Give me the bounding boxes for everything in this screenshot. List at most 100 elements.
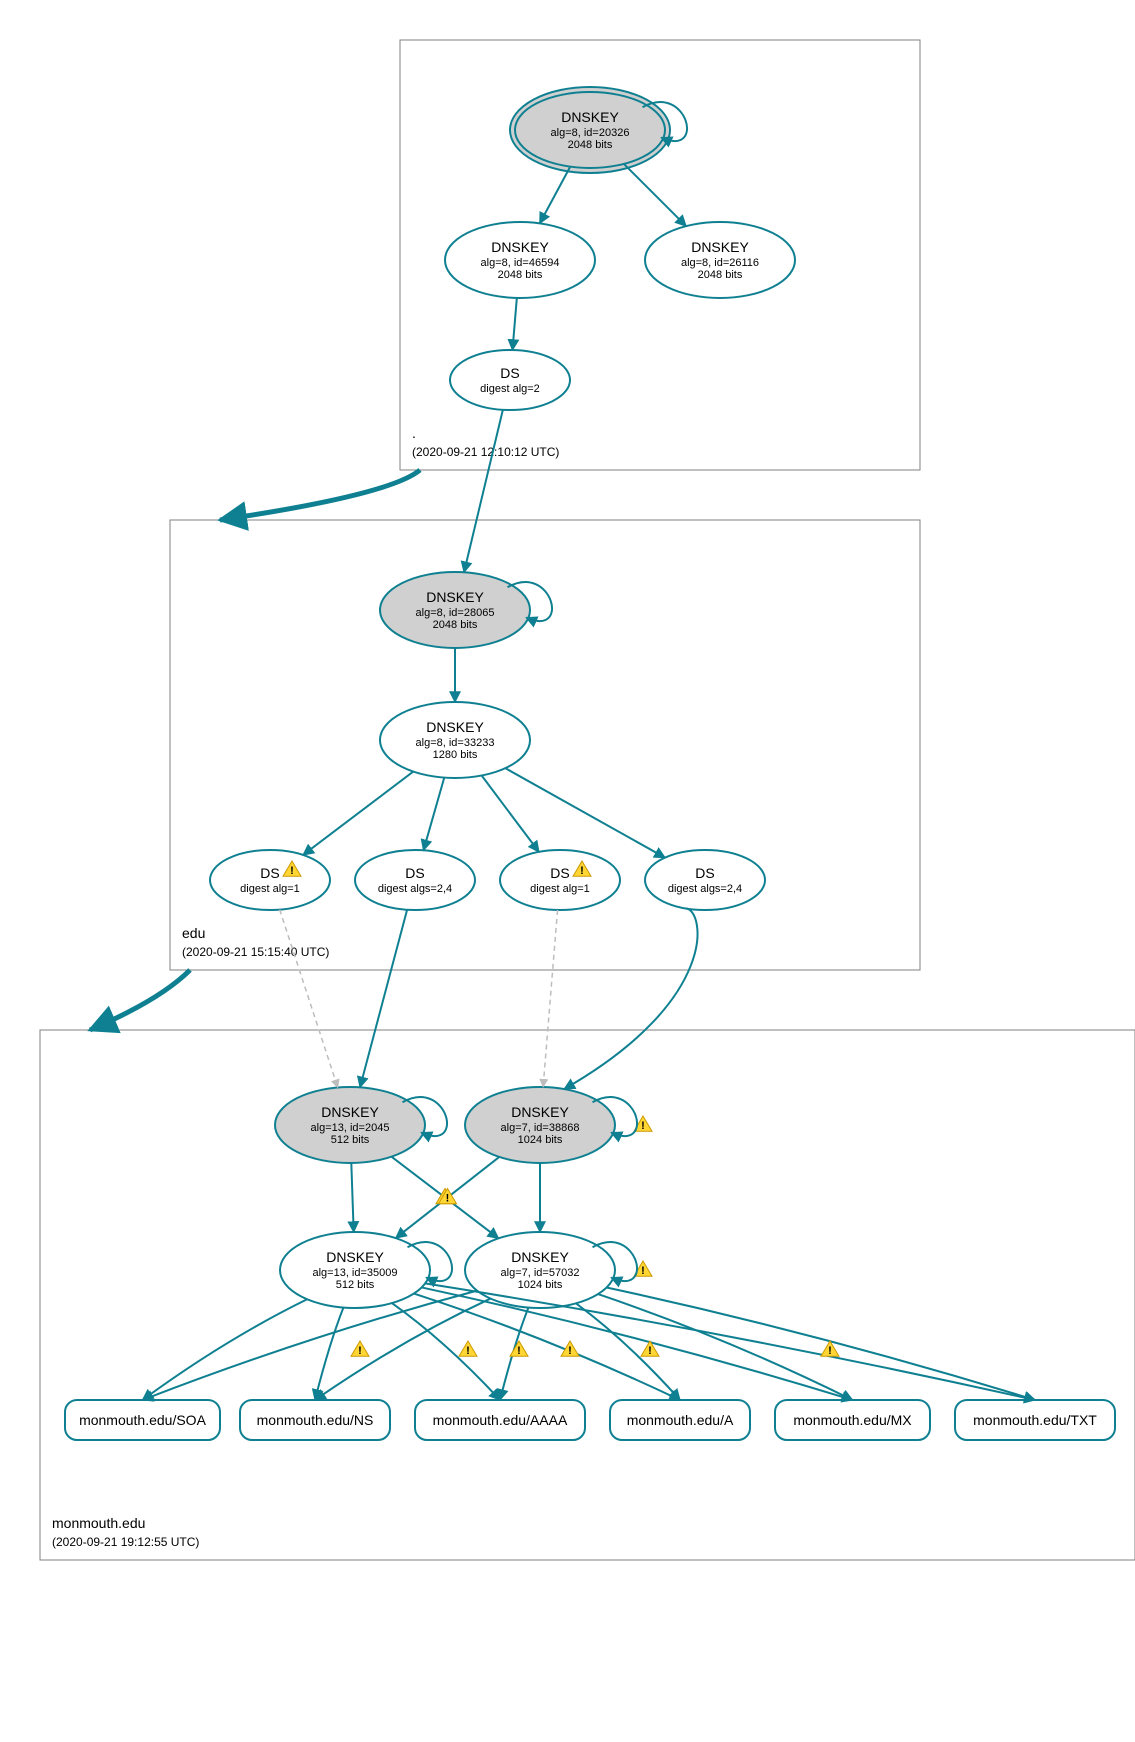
zone-connector: [90, 970, 190, 1030]
node-root_zsk1: DNSKEY alg=8, id=465942048 bits: [445, 222, 595, 298]
svg-text:512 bits: 512 bits: [336, 1279, 375, 1291]
edge: [423, 778, 444, 851]
node-root_ds: DS digest alg=2: [450, 350, 570, 410]
svg-text:1024 bits: 1024 bits: [518, 1134, 563, 1146]
svg-text:edu: edu: [182, 925, 205, 941]
svg-text:monmouth.edu: monmouth.edu: [52, 1515, 145, 1531]
svg-text:DNSKEY: DNSKEY: [511, 1104, 569, 1120]
svg-text:monmouth.edu/A: monmouth.edu/A: [627, 1412, 734, 1428]
edge: [543, 910, 557, 1087]
svg-text:alg=7, id=38868: alg=7, id=38868: [501, 1122, 580, 1134]
node-mon_ksk1: DNSKEY alg=13, id=2045512 bits: [275, 1087, 425, 1163]
edge-to-rr: [422, 1287, 853, 1400]
svg-text:monmouth.edu/AAAA: monmouth.edu/AAAA: [433, 1412, 568, 1428]
svg-text:DNSKEY: DNSKEY: [691, 239, 749, 255]
svg-text:DS: DS: [550, 865, 569, 881]
svg-text:DNSKEY: DNSKEY: [321, 1104, 379, 1120]
node-root_zsk2: DNSKEY alg=8, id=261162048 bits: [645, 222, 795, 298]
svg-text:!: !: [568, 1345, 572, 1357]
svg-text:2048 bits: 2048 bits: [433, 619, 478, 631]
edge: [482, 776, 539, 852]
svg-text:!: !: [580, 865, 584, 877]
svg-text:DNSKEY: DNSKEY: [511, 1249, 569, 1265]
svg-text:digest alg=2: digest alg=2: [480, 383, 540, 395]
svg-text:monmouth.edu/MX: monmouth.edu/MX: [793, 1412, 912, 1428]
svg-text:digest algs=2,4: digest algs=2,4: [668, 883, 742, 895]
svg-text:!: !: [517, 1345, 521, 1357]
node-edu_ds2: DS digest algs=2,4: [355, 850, 475, 910]
svg-text:!: !: [466, 1345, 470, 1357]
node-edu_ksk: DNSKEY alg=8, id=280652048 bits: [380, 572, 530, 648]
node-mon_ksk2: DNSKEY alg=7, id=388681024 bits!: [465, 1087, 652, 1163]
edge-to-rr: [607, 1287, 1035, 1400]
edge: [512, 298, 516, 350]
edge: [505, 768, 665, 857]
svg-text:alg=7, id=57032: alg=7, id=57032: [501, 1267, 580, 1279]
svg-text:!: !: [828, 1345, 832, 1357]
warning-icon: !: [510, 1341, 528, 1357]
svg-text:!: !: [648, 1345, 652, 1357]
edge: [303, 772, 413, 855]
svg-text:alg=13, id=35009: alg=13, id=35009: [312, 1267, 397, 1279]
svg-text:DS: DS: [405, 865, 424, 881]
edge: [280, 910, 338, 1088]
edge-to-rr: [598, 1294, 853, 1400]
node-edu_ds1: DS digest alg=1!: [210, 850, 330, 910]
rr-ns: monmouth.edu/NS: [240, 1400, 390, 1440]
edge: [464, 410, 503, 572]
svg-text:digest alg=1: digest alg=1: [240, 883, 300, 895]
node-edu_ds4: DS digest algs=2,4: [645, 850, 765, 910]
svg-text:!: !: [641, 1120, 645, 1132]
rr-aaaa: monmouth.edu/AAAA: [415, 1400, 585, 1440]
svg-text:monmouth.edu/NS: monmouth.edu/NS: [257, 1412, 374, 1428]
edge-to-rr: [315, 1308, 343, 1400]
svg-text:digest algs=2,4: digest algs=2,4: [378, 883, 452, 895]
svg-text:1280 bits: 1280 bits: [433, 749, 478, 761]
warning-icon: !: [351, 1341, 369, 1357]
node-edu_ds3: DS digest alg=1!: [500, 850, 620, 910]
zone-connector: [220, 470, 420, 520]
svg-text:DS: DS: [260, 865, 279, 881]
edge: [360, 910, 407, 1088]
rr-a: monmouth.edu/A: [610, 1400, 750, 1440]
svg-text:DS: DS: [695, 865, 714, 881]
svg-text:DS: DS: [500, 365, 519, 381]
svg-text:(2020-09-21 15:15:40 UTC): (2020-09-21 15:15:40 UTC): [182, 945, 329, 959]
svg-text:monmouth.edu/TXT: monmouth.edu/TXT: [973, 1412, 1097, 1428]
svg-text:(2020-09-21 12:10:12 UTC): (2020-09-21 12:10:12 UTC): [412, 445, 559, 459]
svg-text:!: !: [290, 865, 294, 877]
svg-text:2048 bits: 2048 bits: [498, 269, 543, 281]
edge-to-rr: [143, 1291, 477, 1400]
rr-soa: monmouth.edu/SOA: [65, 1400, 220, 1440]
node-mon_zsk1: DNSKEY alg=13, id=35009512 bits: [280, 1232, 430, 1308]
warning-icon: !: [459, 1341, 477, 1357]
svg-text:!: !: [641, 1265, 645, 1277]
svg-text:DNSKEY: DNSKEY: [426, 589, 484, 605]
svg-text:alg=8, id=20326: alg=8, id=20326: [551, 127, 630, 139]
svg-text:!: !: [446, 1193, 450, 1205]
rr-mx: monmouth.edu/MX: [775, 1400, 930, 1440]
svg-text:alg=13, id=2045: alg=13, id=2045: [311, 1122, 390, 1134]
svg-text:2048 bits: 2048 bits: [698, 269, 743, 281]
svg-text:digest alg=1: digest alg=1: [530, 883, 590, 895]
edge: [351, 1163, 353, 1232]
rr-txt: monmouth.edu/TXT: [955, 1400, 1115, 1440]
node-mon_zsk2: DNSKEY alg=7, id=570321024 bits!: [465, 1232, 652, 1308]
svg-text:DNSKEY: DNSKEY: [326, 1249, 384, 1265]
svg-text:DNSKEY: DNSKEY: [561, 109, 619, 125]
svg-text:512 bits: 512 bits: [331, 1134, 370, 1146]
svg-text:alg=8, id=28065: alg=8, id=28065: [416, 607, 495, 619]
svg-text:2048 bits: 2048 bits: [568, 139, 613, 151]
dnssec-diagram: .(2020-09-21 12:10:12 UTC)edu(2020-09-21…: [20, 20, 1135, 1600]
svg-text:1024 bits: 1024 bits: [518, 1279, 563, 1291]
svg-text:(2020-09-21 19:12:55 UTC): (2020-09-21 19:12:55 UTC): [52, 1535, 199, 1549]
svg-text:alg=8, id=46594: alg=8, id=46594: [481, 257, 560, 269]
svg-text:alg=8, id=33233: alg=8, id=33233: [416, 737, 495, 749]
svg-text:DNSKEY: DNSKEY: [491, 239, 549, 255]
svg-text:alg=8, id=26116: alg=8, id=26116: [681, 257, 759, 269]
node-edu_zsk: DNSKEY alg=8, id=332331280 bits: [380, 702, 530, 778]
edge: [564, 908, 697, 1089]
svg-text:monmouth.edu/SOA: monmouth.edu/SOA: [79, 1412, 207, 1428]
svg-text:DNSKEY: DNSKEY: [426, 719, 484, 735]
node-root_ksk: DNSKEY alg=8, id=203262048 bits: [510, 87, 670, 173]
